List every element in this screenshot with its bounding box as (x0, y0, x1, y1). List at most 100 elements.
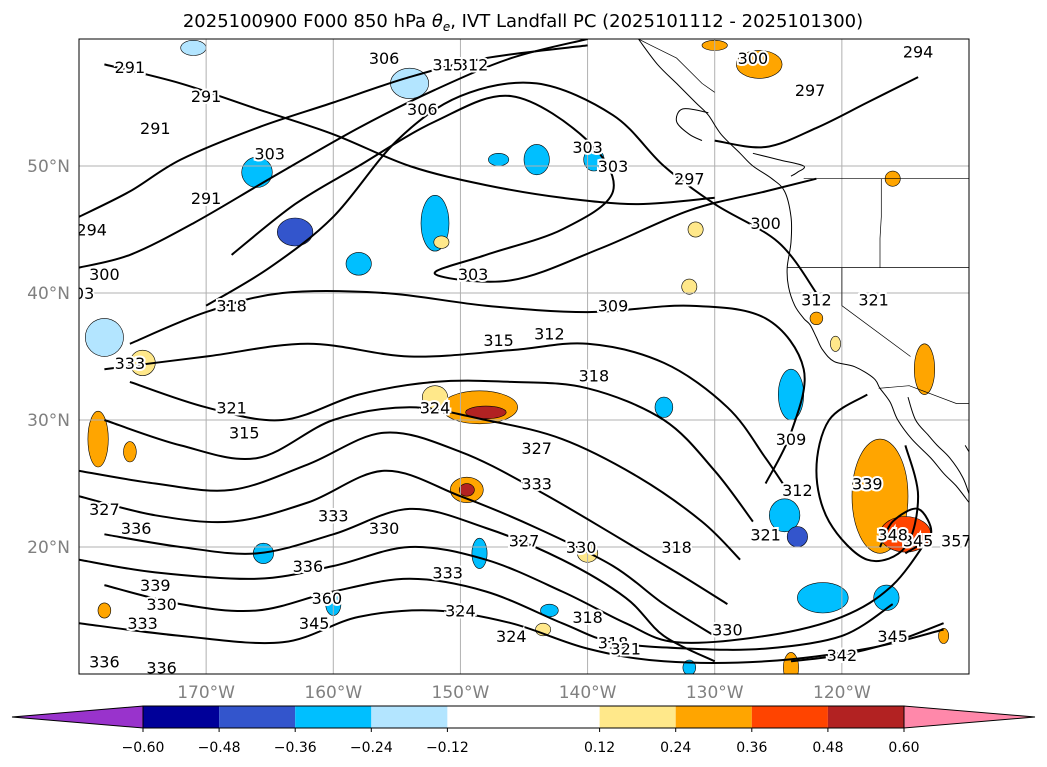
pc-shaded-region (465, 405, 507, 420)
contour-345 (879, 507, 933, 555)
contour-label: 339 (852, 475, 883, 494)
contour-324 (79, 469, 716, 637)
contour-label: 297 (795, 81, 826, 100)
contour-291 (104, 63, 715, 206)
colorbar-segment (675, 706, 752, 728)
contour-294 (79, 44, 588, 218)
colorbar-segment (599, 706, 676, 728)
contour-label: 291 (140, 119, 171, 138)
pc-shaded-region (654, 396, 674, 418)
coastline-layer (638, 39, 969, 503)
contour-label: 333 (432, 563, 463, 582)
colorbar-tick-label: 0.60 (888, 740, 919, 756)
pc-shaded-region (277, 217, 314, 247)
colorbar-segment (295, 706, 372, 728)
contour-label: 318 (579, 367, 610, 386)
coastline (675, 108, 709, 142)
contour-303 (230, 94, 817, 283)
colorbar-segment (371, 706, 448, 728)
contour-label: 297 (916, 17, 947, 36)
contour-300 (79, 39, 588, 269)
contour-297 (714, 76, 919, 149)
pc-shaded-region (433, 235, 450, 249)
contour-label: 330 (566, 538, 597, 557)
contour-label: 315 (432, 55, 463, 74)
contour-label: 294 (76, 221, 107, 240)
lat-tick-label: 30°N (27, 411, 70, 431)
lat-tick-label: 40°N (27, 284, 70, 304)
contour-label: 330 (712, 621, 743, 640)
contour-label: 312 (458, 55, 489, 74)
contour-label: 315 (483, 331, 514, 350)
contour-label: 357 (941, 532, 972, 551)
colorbar-tick-label: −0.24 (350, 740, 393, 756)
pc-shaded-region (85, 318, 124, 357)
contour-label: 336 (293, 557, 324, 576)
contour-label: 312 (534, 325, 565, 344)
contour-label: 321 (750, 525, 781, 544)
contour-label: 345 (903, 532, 934, 551)
colorbar-segment (143, 706, 220, 728)
coastline (638, 39, 969, 503)
lon-tick-label: 160°W (304, 683, 362, 703)
contour-label: 303 (598, 157, 629, 176)
pc-shaded-region (830, 335, 841, 352)
pc-shaded-region (938, 628, 949, 644)
latitude-axis: 20°N 30°N 40°N 50°N (27, 157, 70, 558)
colorbar-frame (142, 705, 905, 729)
map-frame (78, 38, 970, 675)
colorbar-tick-label: −0.36 (274, 740, 317, 756)
contour-label: 312 (801, 290, 832, 309)
contour-label: 330 (369, 519, 400, 538)
contour-309 (129, 289, 806, 484)
contour-label: 321 (610, 640, 641, 659)
contour-label: 303 (572, 138, 603, 157)
lon-tick-label: 150°W (432, 683, 490, 703)
contour-label: 327 (89, 500, 120, 519)
contour-label: 324 (420, 398, 451, 417)
contour-label: 333 (127, 614, 158, 633)
contour-label: 306 (407, 100, 438, 119)
political-border (841, 267, 911, 357)
lon-tick-label: 120°W (813, 683, 871, 703)
contour-label: 297 (674, 170, 705, 189)
pc-shaded-region (913, 343, 935, 395)
contour-label: 300 (89, 265, 120, 284)
contour-330 (79, 533, 932, 644)
pc-shaded-region (241, 156, 273, 188)
political-border (638, 39, 715, 93)
contour-306 (205, 81, 818, 307)
pc-shaded-region (345, 252, 372, 276)
contour-label: 309 (776, 430, 807, 449)
contour-336 (79, 609, 944, 664)
lon-tick-label: 130°W (686, 683, 744, 703)
pc-shaded-region (523, 144, 550, 176)
contour-label: 321 (858, 290, 889, 309)
lon-tick-label: 170°W (177, 683, 235, 703)
contour-327 (104, 507, 716, 663)
pc-shaded-region (123, 441, 137, 463)
colorbar-tick-label: 0.36 (736, 740, 767, 756)
pc-shaded-region (783, 652, 799, 674)
political-border (879, 178, 882, 268)
contour-label: 327 (509, 532, 540, 551)
map-background (79, 39, 969, 674)
contour-label: 318 (572, 608, 603, 627)
contour-label: 300 (750, 214, 781, 233)
contour-label: 294 (903, 43, 934, 62)
contour-label: 303 (458, 265, 489, 284)
colorbar-tick-label: 0.48 (812, 740, 843, 756)
colorbar-extend-over (903, 705, 1036, 729)
contour-label: 318 (216, 297, 247, 316)
pc-shaded-region (458, 483, 475, 497)
pc-shaded-region (687, 221, 704, 238)
colorbar-tick-label: 0.24 (660, 740, 691, 756)
pc-shaded-region (488, 153, 510, 167)
pc-shaded-region (471, 537, 488, 569)
contour-label: 342 (827, 646, 858, 665)
longitude-axis: 170°W 160°W 150°W 140°W 130°W 120°W (177, 683, 871, 703)
contour-label: 315 (229, 424, 260, 443)
pc-shaded-region (87, 410, 109, 468)
pc-shaded-region (97, 602, 112, 619)
contour-label: 348 (877, 525, 908, 544)
